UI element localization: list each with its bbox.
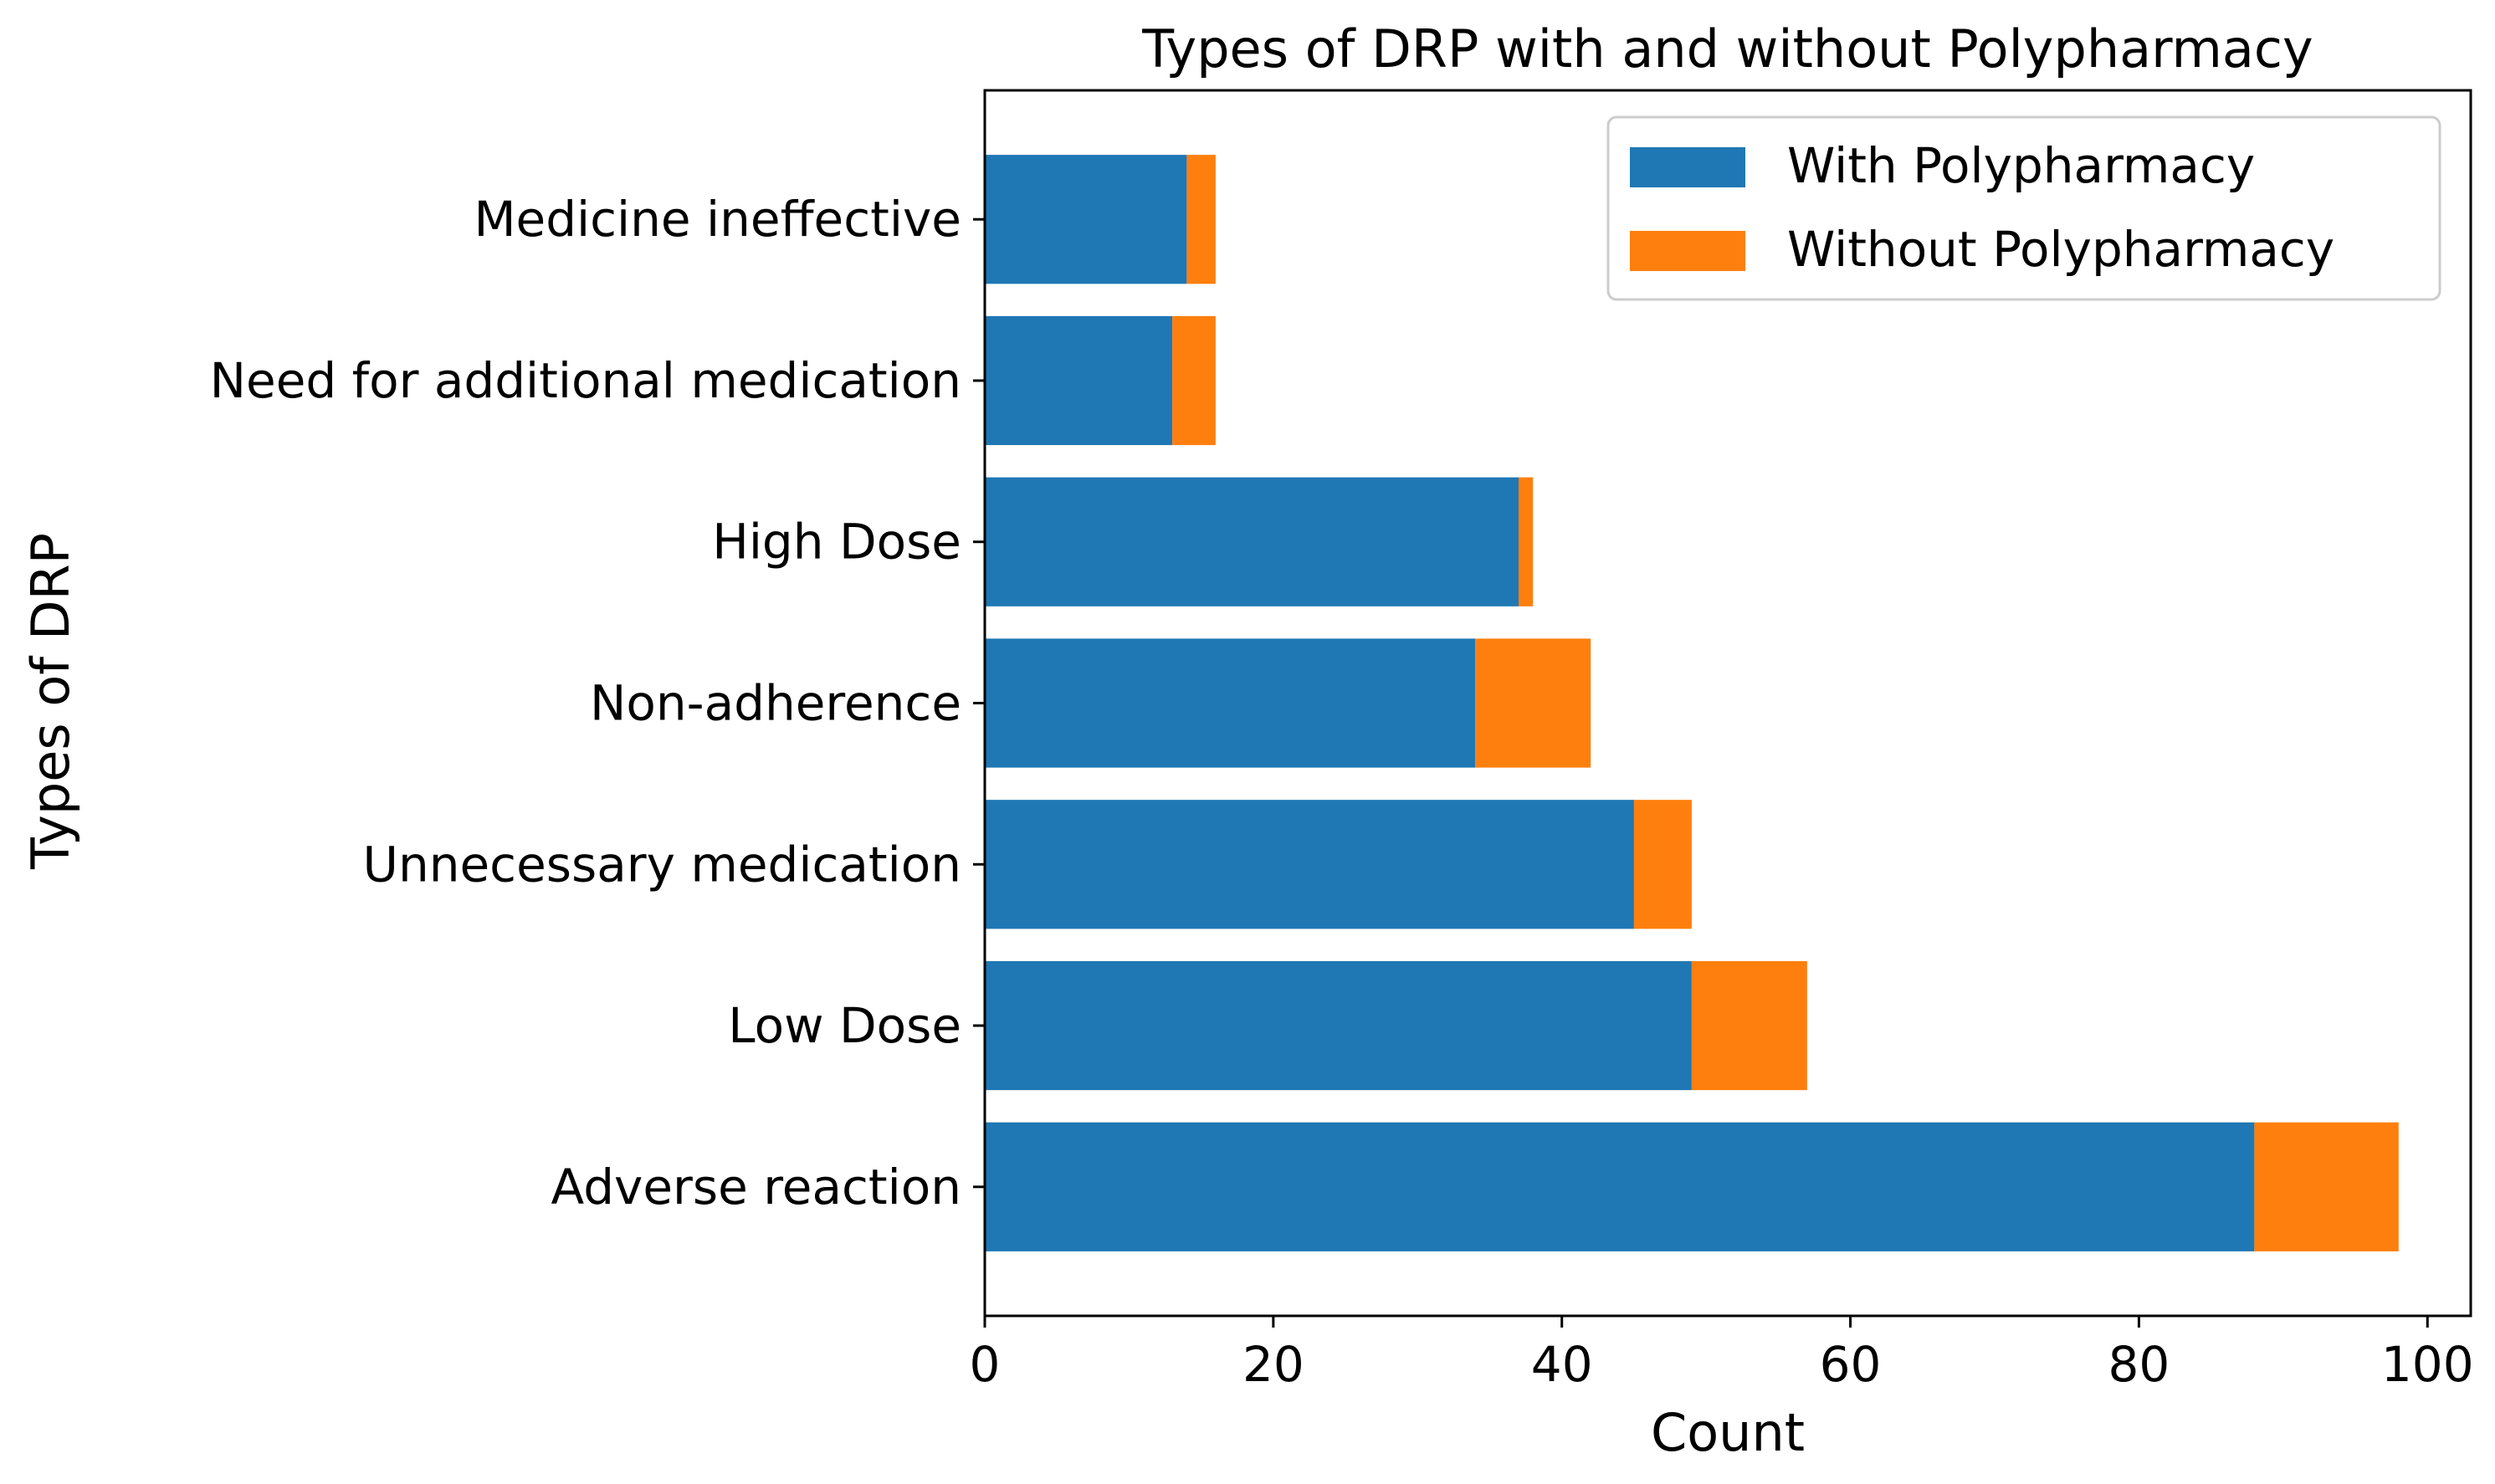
bar-with-high-dose [985, 477, 1519, 606]
bar-with-low-dose [985, 960, 1692, 1091]
y-tick-label: Low Dose [728, 997, 961, 1054]
y-tick-label: High Dose [712, 514, 961, 571]
bar-with-need-for-additional-medication [985, 315, 1173, 446]
legend-swatch [1630, 147, 1745, 187]
x-tick-label: 20 [1242, 1336, 1304, 1393]
plot-frame [983, 89, 2472, 1318]
bar-without-low-dose [1691, 960, 1807, 1091]
x-axis-label: Count [1651, 1402, 1805, 1463]
bar-without-need-for-additional-medication [1172, 315, 1216, 446]
y-tick-label: Non-adherence [590, 675, 961, 732]
bar-with-non-adherence [985, 638, 1476, 768]
bar-with-adverse-reaction [985, 1122, 2255, 1251]
legend-box [1606, 115, 2441, 301]
y-tick-label: Need for additional medication [210, 352, 961, 409]
bar-without-high-dose [1518, 477, 1534, 606]
y-tick-label: Medicine ineffective [474, 191, 962, 248]
y-tick-label: Adverse reaction [551, 1159, 961, 1215]
bar-without-medicine-ineffective [1186, 155, 1216, 284]
legend: With Polypharmacy Without Polypharmacy [1606, 115, 2441, 301]
legend-label: With Polypharmacy [1787, 137, 2255, 194]
chart-title: Types of DRP with and without Polypharma… [1141, 18, 2313, 79]
bar-without-unnecessary-medication [1633, 800, 1692, 929]
x-tick-label: 0 [970, 1336, 1001, 1393]
bar-with-unnecessary-medication [985, 800, 1634, 929]
bar-without-non-adherence [1475, 638, 1591, 768]
x-tick-label: 80 [2108, 1336, 2170, 1393]
plot-area: Adverse reaction Low Dose Unnecessary medi… [210, 89, 2474, 1393]
bar-with-medicine-ineffective [985, 155, 1187, 284]
bar-without-adverse-reaction [2254, 1122, 2399, 1251]
x-tick-label: 60 [1820, 1336, 1882, 1393]
y-axis-label: Types of DRP [20, 533, 81, 870]
legend-label: Without Polypharmacy [1787, 221, 2334, 278]
legend-swatch [1630, 231, 1745, 271]
y-tick-label: Unnecessary medication [363, 836, 961, 893]
x-tick-label: 100 [2381, 1336, 2474, 1393]
x-tick-label: 40 [1531, 1336, 1593, 1393]
